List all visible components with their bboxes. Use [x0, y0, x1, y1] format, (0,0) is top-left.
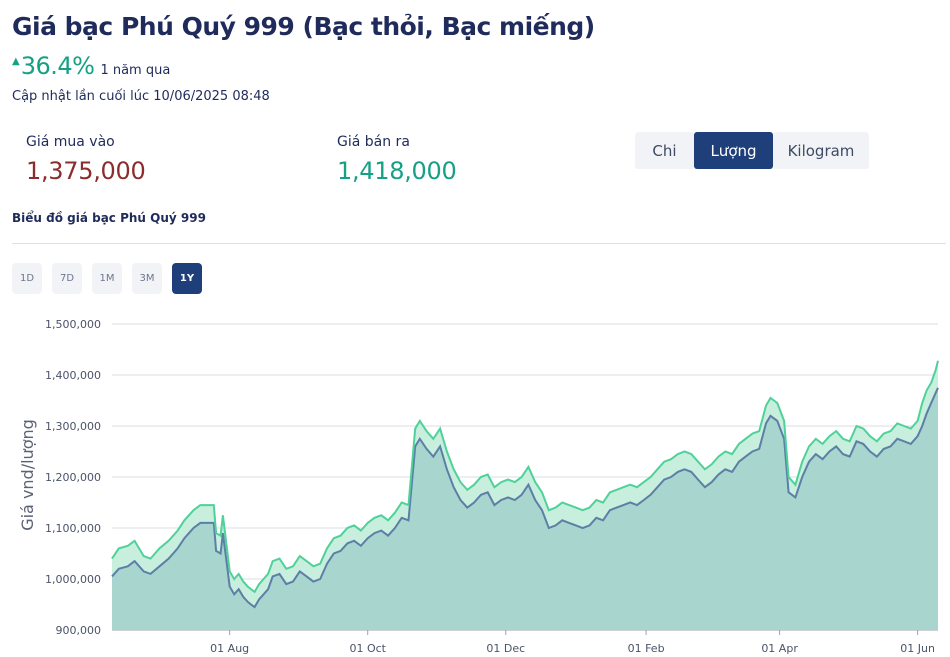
range-1d-button[interactable]: 1D	[12, 263, 42, 294]
last-updated: Cập nhật lần cuối lúc 10/06/2025 08:48	[12, 89, 270, 104]
y-tick-label: 1,300,000	[45, 420, 101, 433]
x-tick-label: 01 Oct	[349, 642, 386, 655]
change-period: 1 năm qua	[100, 63, 171, 78]
y-tick-label: 1,200,000	[45, 471, 101, 484]
page-title: Giá bạc Phú Quý 999 (Bạc thỏi, Bạc miếng…	[12, 12, 595, 41]
unit-selector: Chi Lượng Kilogram	[635, 132, 869, 169]
x-tick-label: 01 Feb	[628, 642, 665, 655]
x-tick-label: 01 Aug	[210, 642, 249, 655]
sell-line	[111, 360, 939, 594]
chart-caption: Biểu đồ giá bạc Phú Quý 999	[12, 211, 206, 225]
buy-area	[112, 387, 938, 630]
buy-price-block: Giá mua vào 1,375,000	[26, 134, 146, 185]
range-3m-button[interactable]: 3M	[132, 263, 162, 294]
x-tick-label: 01 Apr	[761, 642, 798, 655]
buy-price-value: 1,375,000	[26, 157, 146, 185]
chart-areas	[111, 360, 939, 630]
y-tick-label: 1,500,000	[45, 318, 101, 331]
sell-price-block: Giá bán ra 1,418,000	[337, 134, 457, 185]
price-chart: 900,000 1,000,000 1,100,000 1,200,000 1,300,…	[18, 318, 939, 655]
x-tick-label: 01 Dec	[486, 642, 525, 655]
unit-luong-button[interactable]: Lượng	[694, 132, 773, 169]
sell-price-label: Giá bán ra	[337, 134, 410, 150]
unit-chi-button[interactable]: Chi	[635, 132, 694, 169]
range-1y-button[interactable]: 1Y	[172, 263, 202, 294]
y-tick-label: 1,000,000	[45, 573, 101, 586]
y-tick-label: 1,100,000	[45, 522, 101, 535]
unit-kilogram-button[interactable]: Kilogram	[773, 132, 869, 169]
price-change: ▲ 36.4% 1 năm qua	[12, 52, 170, 80]
y-axis-title: Giá vnd/lượng	[18, 419, 37, 531]
range-7d-button[interactable]: 7D	[52, 263, 82, 294]
divider	[12, 243, 946, 244]
buy-line	[111, 387, 939, 609]
y-tick-label: 900,000	[56, 624, 102, 637]
change-percent: 36.4%	[20, 52, 95, 80]
buy-price-label: Giá mua vào	[26, 134, 115, 150]
x-axis-labels: 01 Aug 01 Oct 01 Dec 01 Feb 01 Apr 01 Jun	[210, 630, 935, 655]
sell-price-value: 1,418,000	[337, 157, 457, 185]
range-1m-button[interactable]: 1M	[92, 263, 122, 294]
up-arrow-icon: ▲	[12, 56, 20, 67]
spread-band	[112, 360, 938, 608]
range-selector: 1D 7D 1M 3M 1Y	[12, 263, 202, 294]
x-tick-label: 01 Jun	[900, 642, 935, 655]
y-tick-label: 1,400,000	[45, 369, 101, 382]
y-axis-labels: 900,000 1,000,000 1,100,000 1,200,000 1,300,…	[45, 318, 101, 637]
